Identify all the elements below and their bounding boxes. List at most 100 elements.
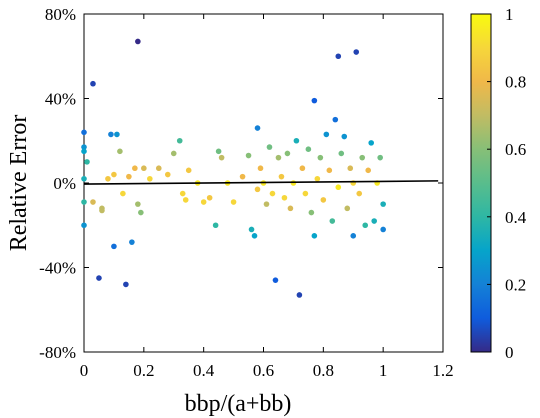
y-tick-label: -40% [39, 259, 76, 278]
data-point [212, 222, 219, 229]
data-point [179, 190, 186, 197]
y-tick-label: 40% [45, 90, 76, 109]
trend-line [83, 180, 439, 185]
data-point [155, 165, 162, 172]
data-point [308, 209, 315, 216]
data-point [335, 53, 342, 60]
data-point [311, 233, 318, 239]
data-point [81, 144, 87, 150]
data-point [126, 173, 132, 180]
data-point [275, 154, 282, 161]
data-point [254, 125, 261, 131]
x-tick-label: 0.6 [253, 361, 274, 380]
data-point [111, 243, 117, 250]
data-point [129, 239, 135, 245]
data-point [200, 199, 207, 205]
data-point [96, 275, 102, 281]
data-point [311, 97, 318, 104]
data-point [120, 190, 126, 197]
data-point [362, 222, 369, 229]
y-tick-label: 80% [45, 5, 76, 24]
data-point [123, 281, 129, 288]
data-point [185, 167, 192, 174]
data-point [254, 186, 261, 193]
data-point [320, 197, 327, 203]
data-point [84, 159, 90, 165]
data-point [132, 165, 138, 172]
data-point [350, 233, 357, 239]
data-point [323, 131, 330, 138]
colorbar-tick-label: 0.8 [505, 73, 526, 92]
trend-line-layer [83, 180, 439, 185]
data-point [81, 222, 87, 229]
data-point [356, 190, 363, 197]
y-tick-label: -80% [39, 343, 76, 362]
data-point [326, 167, 333, 174]
colorbar-tick-label: 0.4 [505, 208, 527, 227]
data-point [296, 292, 303, 298]
data-point [377, 154, 383, 161]
x-tick-labels: 0 0.2 0.4 0.6 0.8 1 1.2 [80, 361, 454, 380]
data-point [164, 171, 171, 178]
data-point [353, 49, 360, 55]
data-points [81, 38, 386, 298]
data-point [335, 184, 342, 191]
data-point [206, 194, 213, 201]
data-point [230, 199, 237, 205]
data-point [117, 148, 123, 155]
x-tick-label: 0.2 [133, 361, 154, 380]
data-point [299, 165, 306, 172]
x-axis-title: bbp/(a+bb) [185, 391, 292, 417]
data-point [81, 175, 87, 182]
x-tick-label: 0.4 [193, 361, 215, 380]
data-point [368, 140, 375, 146]
x-tick-label: 1.2 [432, 361, 453, 380]
data-point [114, 131, 120, 138]
data-point [135, 201, 141, 207]
data-point [365, 167, 372, 174]
data-point [215, 148, 222, 155]
data-point [239, 173, 246, 180]
data-point [380, 201, 386, 207]
data-point [344, 205, 351, 212]
colorbar-tick-label: 0.6 [505, 140, 526, 159]
data-point [111, 171, 117, 178]
y-tick-labels: 80% 40% 0% -40% -80% [39, 5, 76, 362]
data-point [248, 226, 255, 233]
data-point [341, 133, 348, 140]
y-tick-label: 0% [53, 174, 76, 193]
data-point [251, 233, 258, 239]
data-point [305, 146, 312, 152]
data-point [147, 175, 153, 182]
data-point [338, 150, 345, 157]
data-point [332, 116, 339, 123]
data-point [105, 175, 111, 182]
data-point [272, 277, 279, 283]
data-point [90, 80, 96, 87]
data-point [257, 165, 264, 172]
data-point [170, 150, 177, 157]
data-point [371, 218, 377, 224]
y-axis-title: Relative Error [6, 115, 32, 252]
colorbar: 0 0.2 0.4 0.6 0.8 1 [470, 5, 527, 362]
data-point [380, 226, 386, 233]
data-point [278, 173, 285, 180]
data-point [314, 175, 321, 182]
data-point [90, 199, 96, 205]
data-point [108, 131, 114, 138]
data-point [81, 129, 87, 136]
data-point [245, 152, 252, 159]
colorbar-tick-label: 1 [505, 5, 514, 24]
x-tick-label: 1 [379, 361, 388, 380]
colorbar-tick-label: 0 [505, 343, 514, 362]
x-tick-label: 0 [80, 361, 89, 380]
data-point [182, 197, 189, 203]
data-point [138, 209, 144, 216]
data-point [281, 194, 288, 201]
data-point [176, 137, 183, 144]
data-point [317, 154, 324, 161]
data-point [302, 190, 309, 197]
data-point [81, 199, 87, 205]
axes-layer [83, 13, 444, 353]
